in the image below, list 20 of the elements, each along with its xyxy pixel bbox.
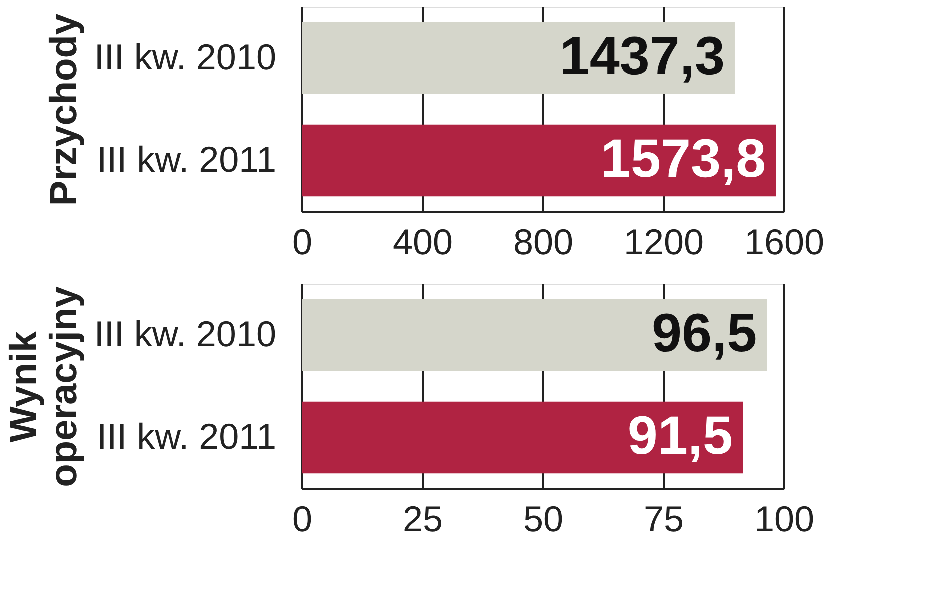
x-tick-label: 100 — [754, 498, 815, 540]
data-label: 91,5 — [628, 406, 734, 466]
data-label: 1573,8 — [600, 128, 766, 189]
x-tick-label: 1600 — [744, 222, 825, 262]
y-axis-title: Wynik operacyjny — [4, 286, 86, 488]
x-tick-label: 50 — [523, 498, 564, 540]
x-tick-label: 400 — [392, 222, 454, 262]
x-tick-label: 800 — [513, 222, 574, 262]
y-tick-label: III kw. 2010 — [94, 313, 276, 354]
x-tick-label: 0 — [292, 222, 313, 262]
x-tick-label: 0 — [292, 498, 313, 540]
y-axis-title: Przychody — [44, 14, 86, 206]
y-tick-label: III kw. 2011 — [97, 416, 276, 457]
x-tick-label: 1200 — [624, 222, 704, 262]
x-tick-label: 75 — [644, 498, 684, 540]
x-tick-label: 25 — [402, 498, 444, 540]
data-label: 1437,3 — [560, 26, 725, 86]
y-tick-label: III kw. 2010 — [94, 36, 276, 78]
data-label: 96,5 — [652, 303, 758, 364]
y-tick-label: III kw. 2011 — [97, 138, 276, 180]
